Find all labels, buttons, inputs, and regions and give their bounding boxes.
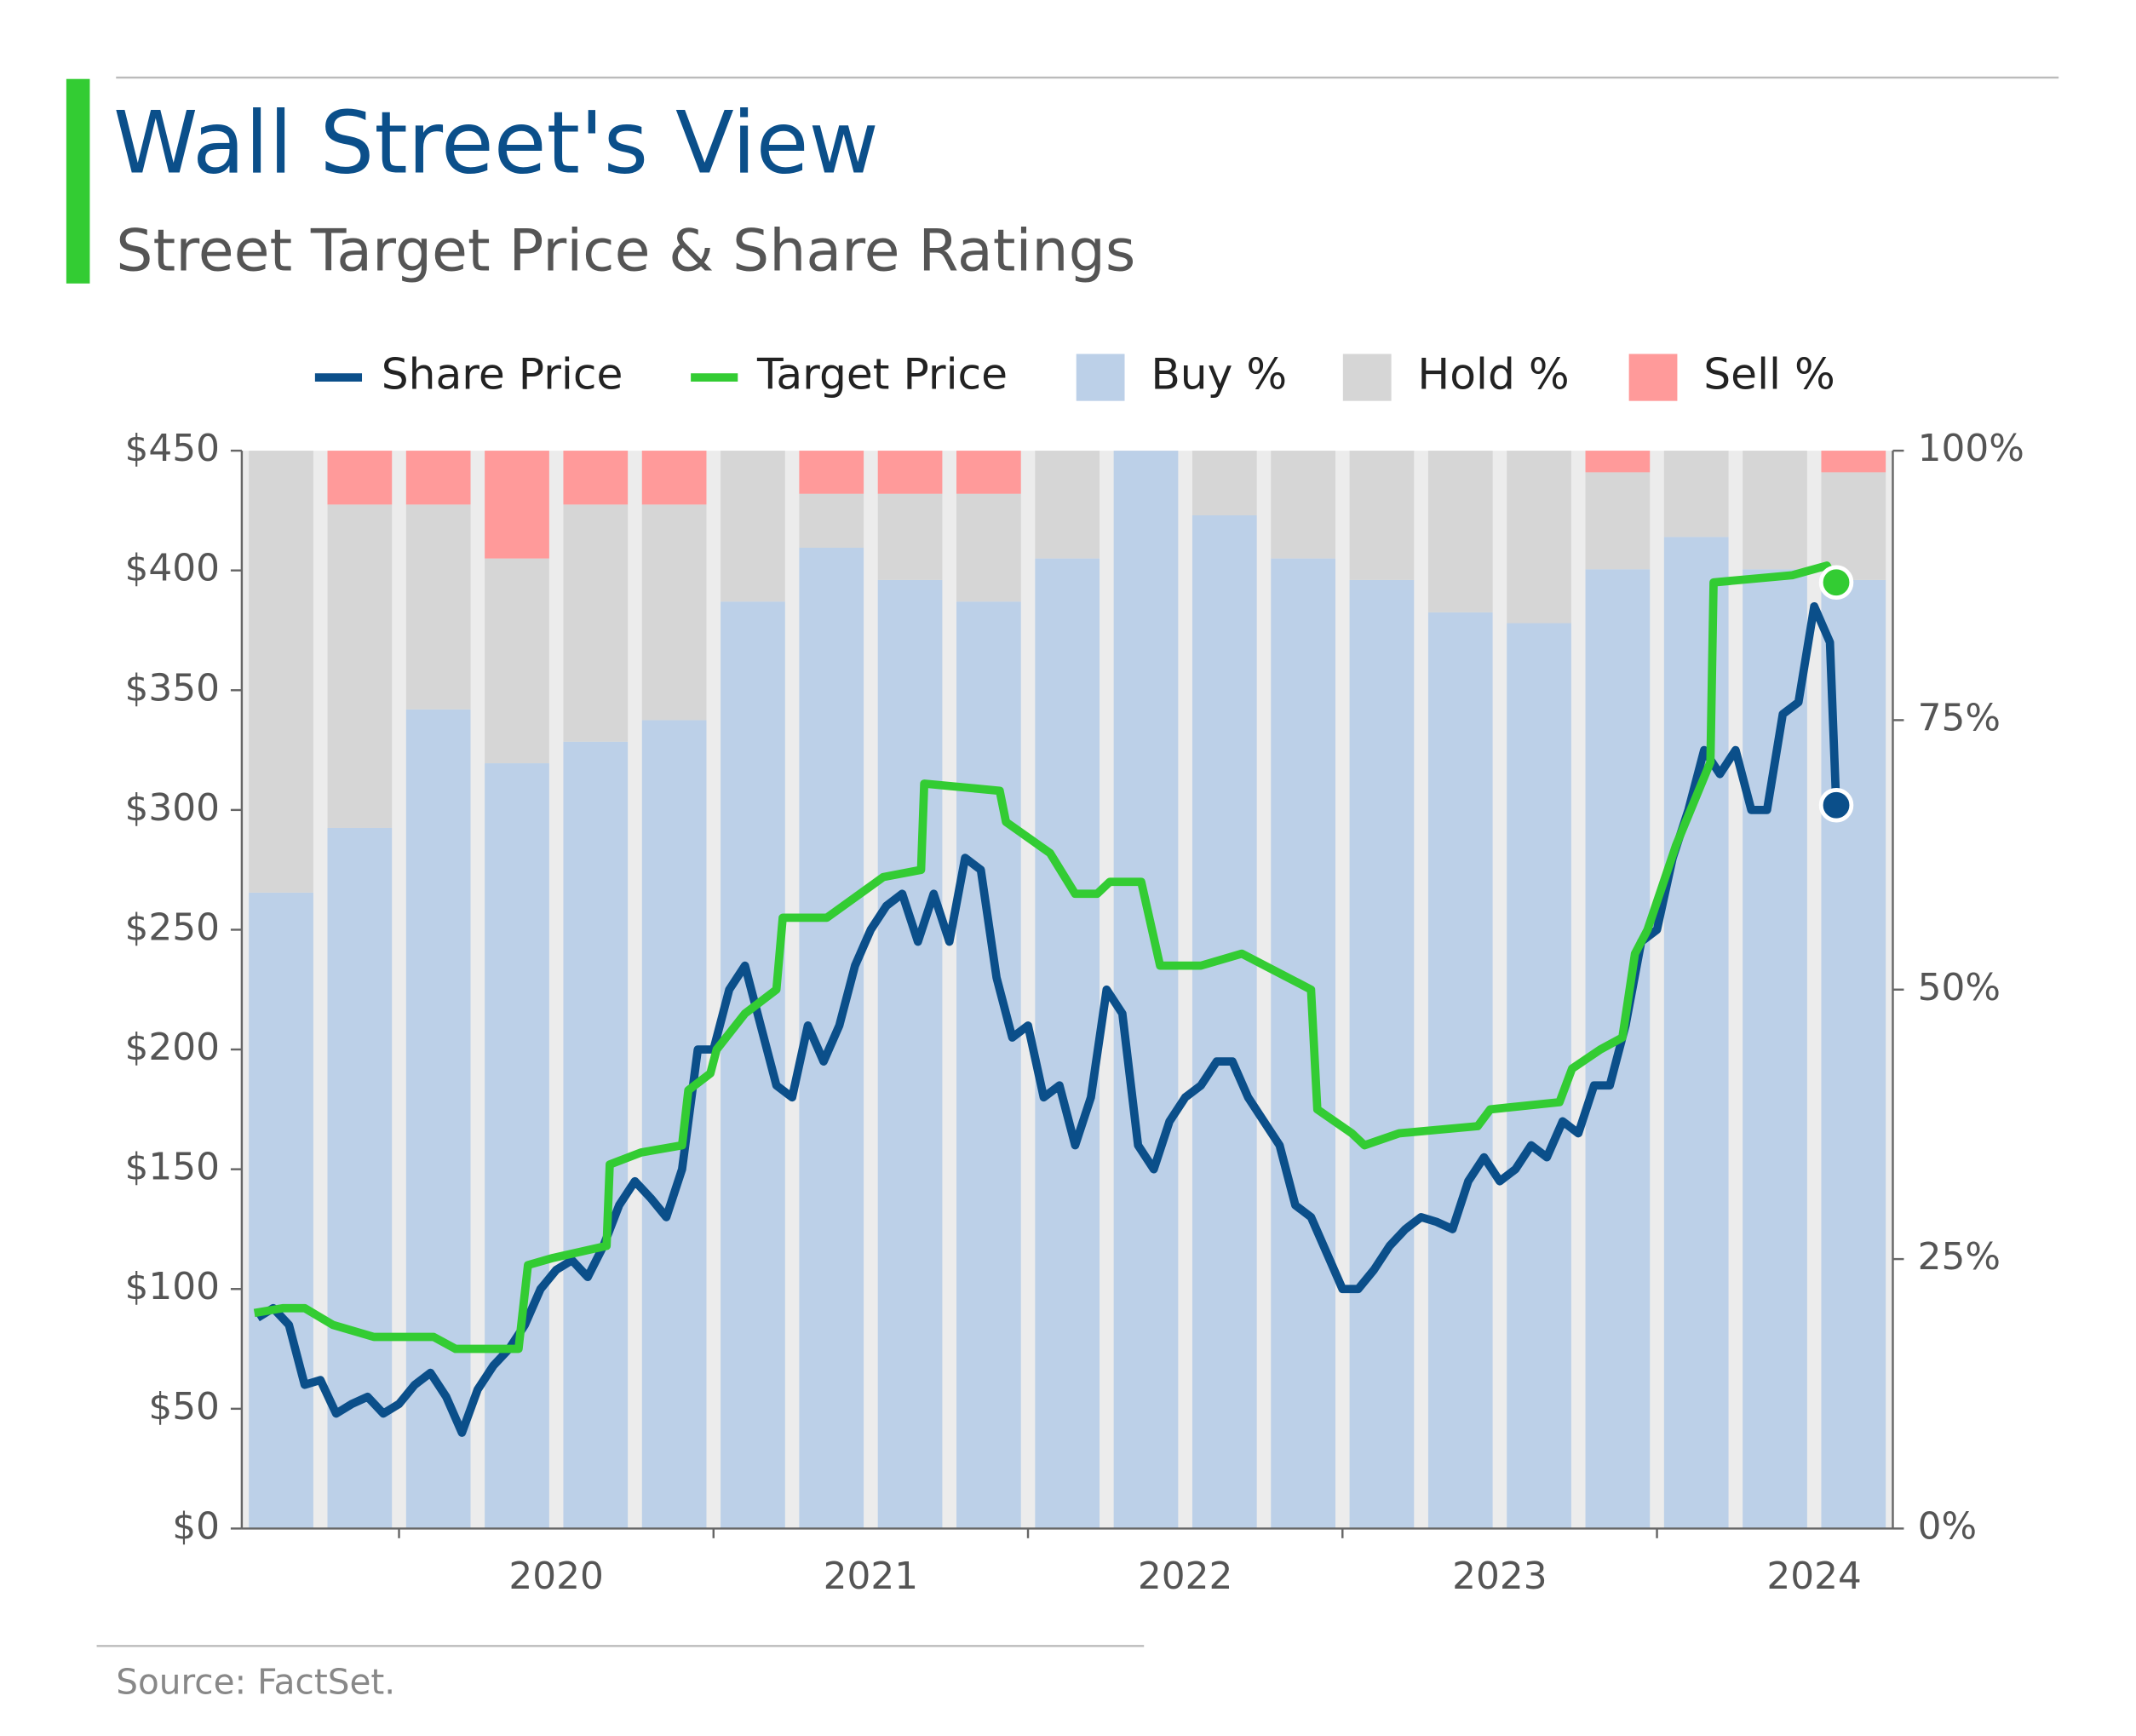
bar-segment bbox=[877, 579, 943, 1529]
legend-swatch bbox=[1342, 354, 1392, 401]
x-tick-label: 2023 bbox=[1452, 1555, 1547, 1598]
legend-label: Sell % bbox=[1703, 349, 1835, 400]
bar-segment bbox=[485, 451, 549, 559]
bar-segment bbox=[1821, 472, 1886, 580]
bar-segment bbox=[641, 504, 707, 721]
accent-bar bbox=[66, 78, 90, 284]
legend-label: Share Price bbox=[382, 349, 623, 400]
bar-segment bbox=[1349, 451, 1415, 580]
bar-segment bbox=[877, 451, 943, 494]
bar-segment bbox=[1271, 558, 1335, 1529]
y-tick-label: $200 bbox=[124, 1026, 219, 1069]
y2-tick-label: 100% bbox=[1918, 427, 2024, 470]
bar-segment bbox=[563, 451, 629, 505]
y2-tick-label: 75% bbox=[1918, 696, 2001, 739]
x-tick-label: 2022 bbox=[1138, 1555, 1232, 1598]
bar-segment bbox=[563, 504, 629, 742]
end-marker bbox=[1818, 787, 1854, 823]
y-tick-label: $400 bbox=[124, 547, 219, 590]
bar-segment bbox=[799, 451, 864, 494]
bar-segment bbox=[1271, 451, 1335, 559]
bar-segment bbox=[405, 451, 471, 505]
legend-label: Hold % bbox=[1417, 349, 1569, 400]
y2-tick-label: 0% bbox=[1918, 1504, 1977, 1548]
x-tick-label: 2021 bbox=[824, 1555, 918, 1598]
bar-segment bbox=[1663, 537, 1729, 1529]
bar-segment bbox=[1427, 612, 1493, 1529]
bar-segment bbox=[956, 601, 1021, 1529]
y2-tick-label: 50% bbox=[1918, 966, 2001, 1009]
bar-segment bbox=[327, 451, 393, 505]
bar-segment bbox=[1113, 451, 1179, 1529]
bar-segment bbox=[1743, 569, 1807, 1529]
bar-segment bbox=[1507, 451, 1571, 624]
source: Source: FactSet. bbox=[116, 1662, 395, 1703]
bar-segment bbox=[1663, 451, 1729, 537]
y-tick-label: $0 bbox=[172, 1504, 220, 1548]
bar-segment bbox=[327, 827, 393, 1529]
bar-segment bbox=[405, 504, 471, 710]
legend-swatch bbox=[1076, 354, 1125, 401]
bar-segment bbox=[327, 504, 393, 828]
bar-segment bbox=[1585, 451, 1651, 473]
bar-segment bbox=[405, 709, 471, 1529]
y2-tick-label: 25% bbox=[1918, 1235, 2001, 1279]
y-tick-label: $50 bbox=[148, 1385, 220, 1428]
bar-segment bbox=[721, 451, 785, 602]
bar-segment bbox=[1035, 558, 1100, 1529]
bar-segment bbox=[956, 451, 1021, 494]
legend-label: Buy % bbox=[1151, 349, 1287, 400]
bar-segment bbox=[956, 493, 1021, 602]
bar-segment bbox=[249, 892, 313, 1529]
chart-title: Wall Street's View bbox=[113, 94, 879, 193]
end-marker bbox=[1818, 565, 1854, 601]
bar-segment bbox=[1585, 472, 1651, 570]
bar-segment bbox=[1743, 451, 1807, 570]
y-tick-label: $300 bbox=[124, 786, 219, 830]
bar-segment bbox=[641, 451, 707, 505]
legend-label: Target Price bbox=[756, 349, 1008, 400]
bar-segment bbox=[1507, 623, 1571, 1529]
bar-segment bbox=[1191, 515, 1257, 1529]
bar-segment bbox=[1821, 451, 1886, 473]
bar-segment bbox=[1035, 451, 1100, 559]
bar-segment bbox=[485, 558, 549, 764]
y-tick-label: $250 bbox=[124, 905, 219, 949]
x-tick-label: 2020 bbox=[508, 1555, 603, 1598]
plot: $0 $50 $100 $150 $200 $250 $300 $350 $400 $450 0% 2… bbox=[124, 349, 2024, 1598]
bar-segment bbox=[563, 741, 629, 1529]
line bbox=[253, 561, 1840, 1354]
bar-segment bbox=[799, 493, 864, 548]
y-tick-label: $350 bbox=[124, 666, 219, 710]
bar-segment bbox=[641, 720, 707, 1529]
y-tick-label: $450 bbox=[124, 427, 219, 470]
bar-segment bbox=[721, 601, 785, 1529]
y-tick-label: $100 bbox=[124, 1265, 219, 1308]
bar-segment bbox=[1349, 579, 1415, 1529]
y-tick-label: $150 bbox=[124, 1146, 219, 1189]
bar-segment bbox=[1191, 451, 1257, 516]
bar-segment bbox=[485, 763, 549, 1529]
x-tick-label: 2024 bbox=[1766, 1555, 1861, 1598]
chart-subtitle: Street Target Price & Share Ratings bbox=[116, 217, 1135, 285]
bar-segment bbox=[249, 451, 313, 893]
legend-swatch bbox=[1628, 354, 1678, 401]
bar-segment bbox=[1427, 451, 1493, 612]
bar-segment bbox=[877, 493, 943, 580]
